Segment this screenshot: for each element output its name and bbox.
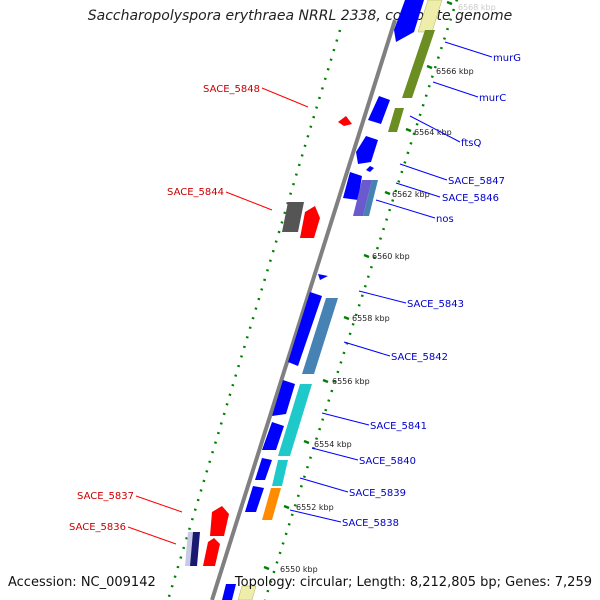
gene-label: SACE_5840	[359, 456, 416, 467]
gene-label: SACE_5842	[391, 352, 448, 363]
tick-labels: 6568 kbp 6566 kbp 6564 kbp 6562 kbp 6560…	[280, 3, 496, 574]
reverse-leader-lines	[127, 87, 309, 545]
gene-feature	[343, 172, 362, 200]
gene-feature	[245, 486, 264, 512]
gene-feature	[272, 380, 295, 416]
forward-leader-lines	[289, 41, 493, 523]
tick-guide-line	[263, 0, 459, 600]
genome-summary: Topology: circular; Length: 8,212,805 bp…	[234, 575, 592, 590]
tick-label: 6552 kbp	[296, 503, 334, 512]
accession-label: Accession: NC_009142	[8, 575, 156, 590]
gene-label: SACE_5847	[448, 176, 505, 187]
gene-feature	[338, 116, 352, 126]
tick-label: 6564 kbp	[414, 128, 452, 137]
gene-feature	[255, 458, 272, 480]
gene-feature	[394, 0, 424, 42]
gene-feature	[278, 384, 312, 456]
gene-feature	[262, 422, 284, 450]
gene-label: SACE_5839	[349, 488, 406, 499]
reverse-labels: SACE_5848 SACE_5844 SACE_5837 SACE_5836	[69, 84, 260, 533]
tick-label: 6554 kbp	[314, 440, 352, 449]
tick-label: 6556 kbp	[332, 377, 370, 386]
gene-label: murG	[493, 53, 521, 64]
gene-feature	[353, 180, 372, 216]
gene-label: SACE_5846	[442, 193, 499, 204]
gene-feature	[368, 96, 390, 124]
genome-backbone	[210, 19, 397, 600]
gene-label: SACE_5848	[203, 84, 260, 95]
gene-feature	[363, 180, 378, 216]
gene-label: SACE_5843	[407, 299, 464, 310]
gene-label: SACE_5841	[370, 421, 427, 432]
gene-feature	[388, 108, 404, 132]
gene-feature	[366, 166, 374, 172]
forward-labels: murG murC ftsQ SACE_5847 SACE_5846 nos S…	[342, 53, 521, 529]
gene-feature	[282, 202, 304, 232]
gene-feature	[262, 488, 281, 520]
gene-feature	[210, 506, 229, 536]
gene-feature	[300, 206, 320, 238]
tick-marks	[263, 0, 453, 571]
gene-feature	[190, 532, 200, 566]
gene-label: murC	[479, 93, 506, 104]
tick-label: 6568 kbp	[458, 3, 496, 12]
gene-feature	[222, 584, 236, 600]
tick-label: 6558 kbp	[352, 314, 390, 323]
gene-feature	[302, 298, 338, 374]
tick-label: 6566 kbp	[436, 67, 474, 76]
tick-label: 6550 kbp	[280, 565, 318, 574]
gene-feature	[318, 274, 328, 280]
gene-feature	[356, 136, 378, 164]
gene-label: SACE_5838	[342, 518, 399, 529]
gene-label: nos	[436, 214, 454, 225]
gene-label: ftsQ	[461, 138, 481, 149]
reverse-genes	[185, 116, 352, 566]
forward-genes	[222, 0, 443, 600]
gene-feature	[237, 585, 257, 600]
gene-label: SACE_5844	[167, 187, 224, 198]
tick-label: 6562 kbp	[392, 190, 430, 199]
gene-feature	[203, 538, 220, 566]
gene-feature	[272, 460, 288, 486]
tick-label: 6560 kbp	[372, 252, 410, 261]
gene-feature	[288, 292, 322, 366]
gene-feature	[402, 30, 435, 98]
gene-label: SACE_5837	[77, 491, 134, 502]
gene-label: SACE_5836	[69, 522, 126, 533]
